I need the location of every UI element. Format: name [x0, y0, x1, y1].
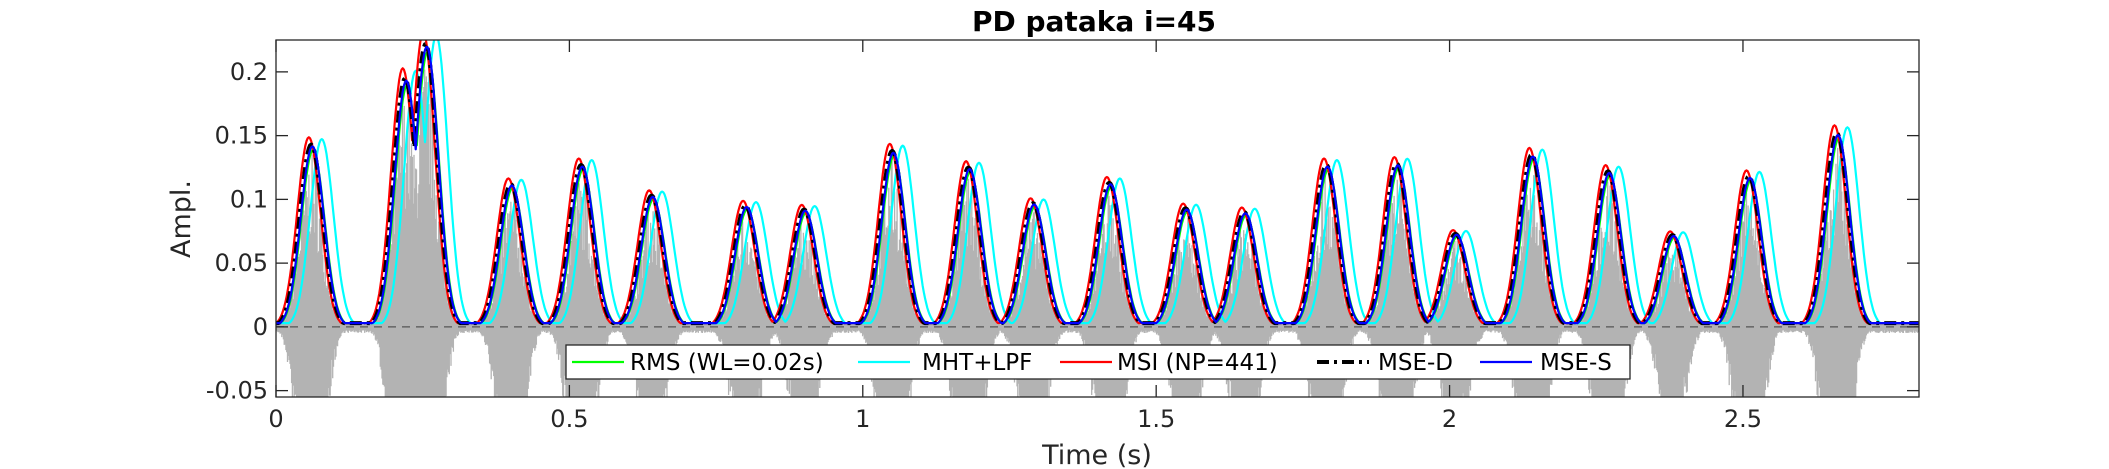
y-axis: -0.05 0 0.05 0.1 0.15 0.2 [206, 58, 1919, 405]
x-axis: 0 0.5 1 1.5 2 2.5 [268, 40, 1762, 433]
x-tick-label: 1.5 [1137, 405, 1175, 433]
waveform-path [276, 69, 1919, 397]
series-lines [276, 40, 1919, 326]
x-tick-label: 2.5 [1724, 405, 1762, 433]
series-line-2 [276, 40, 1919, 325]
legend: RMS (WL=0.02s) MHT+LPF MSI (NP=441) MSE-D MS… [565, 344, 1631, 380]
x-tick-label: 1 [855, 405, 870, 433]
y-tick-label: 0.1 [230, 185, 268, 213]
x-axis-label: Time (s) [1041, 440, 1152, 469]
y-axis-label: Ampl. [166, 180, 197, 258]
legend-label: RMS (WL=0.02s) [630, 350, 824, 376]
y-tick-label: 0 [253, 313, 268, 341]
y-tick-label: 0.15 [215, 122, 268, 150]
y-tick-label: 0.05 [215, 249, 268, 277]
legend-label: MHT+LPF [922, 350, 1032, 376]
x-tick-label: 0 [268, 405, 283, 433]
y-tick-label: -0.05 [206, 377, 268, 405]
x-tick-label: 0.5 [550, 405, 588, 433]
legend-label: MSE-S [1540, 350, 1612, 376]
x-tick-label: 2 [1442, 405, 1457, 433]
legend-label: MSE-D [1378, 350, 1453, 376]
chart-title: PD pataka i=45 [972, 5, 1216, 38]
plot-frame [275, 39, 1920, 398]
legend-label: MSI (NP=441) [1117, 350, 1278, 376]
waveform-signal [276, 69, 1919, 397]
y-tick-label: 0.2 [230, 58, 268, 86]
series-line-4 [276, 45, 1919, 325]
